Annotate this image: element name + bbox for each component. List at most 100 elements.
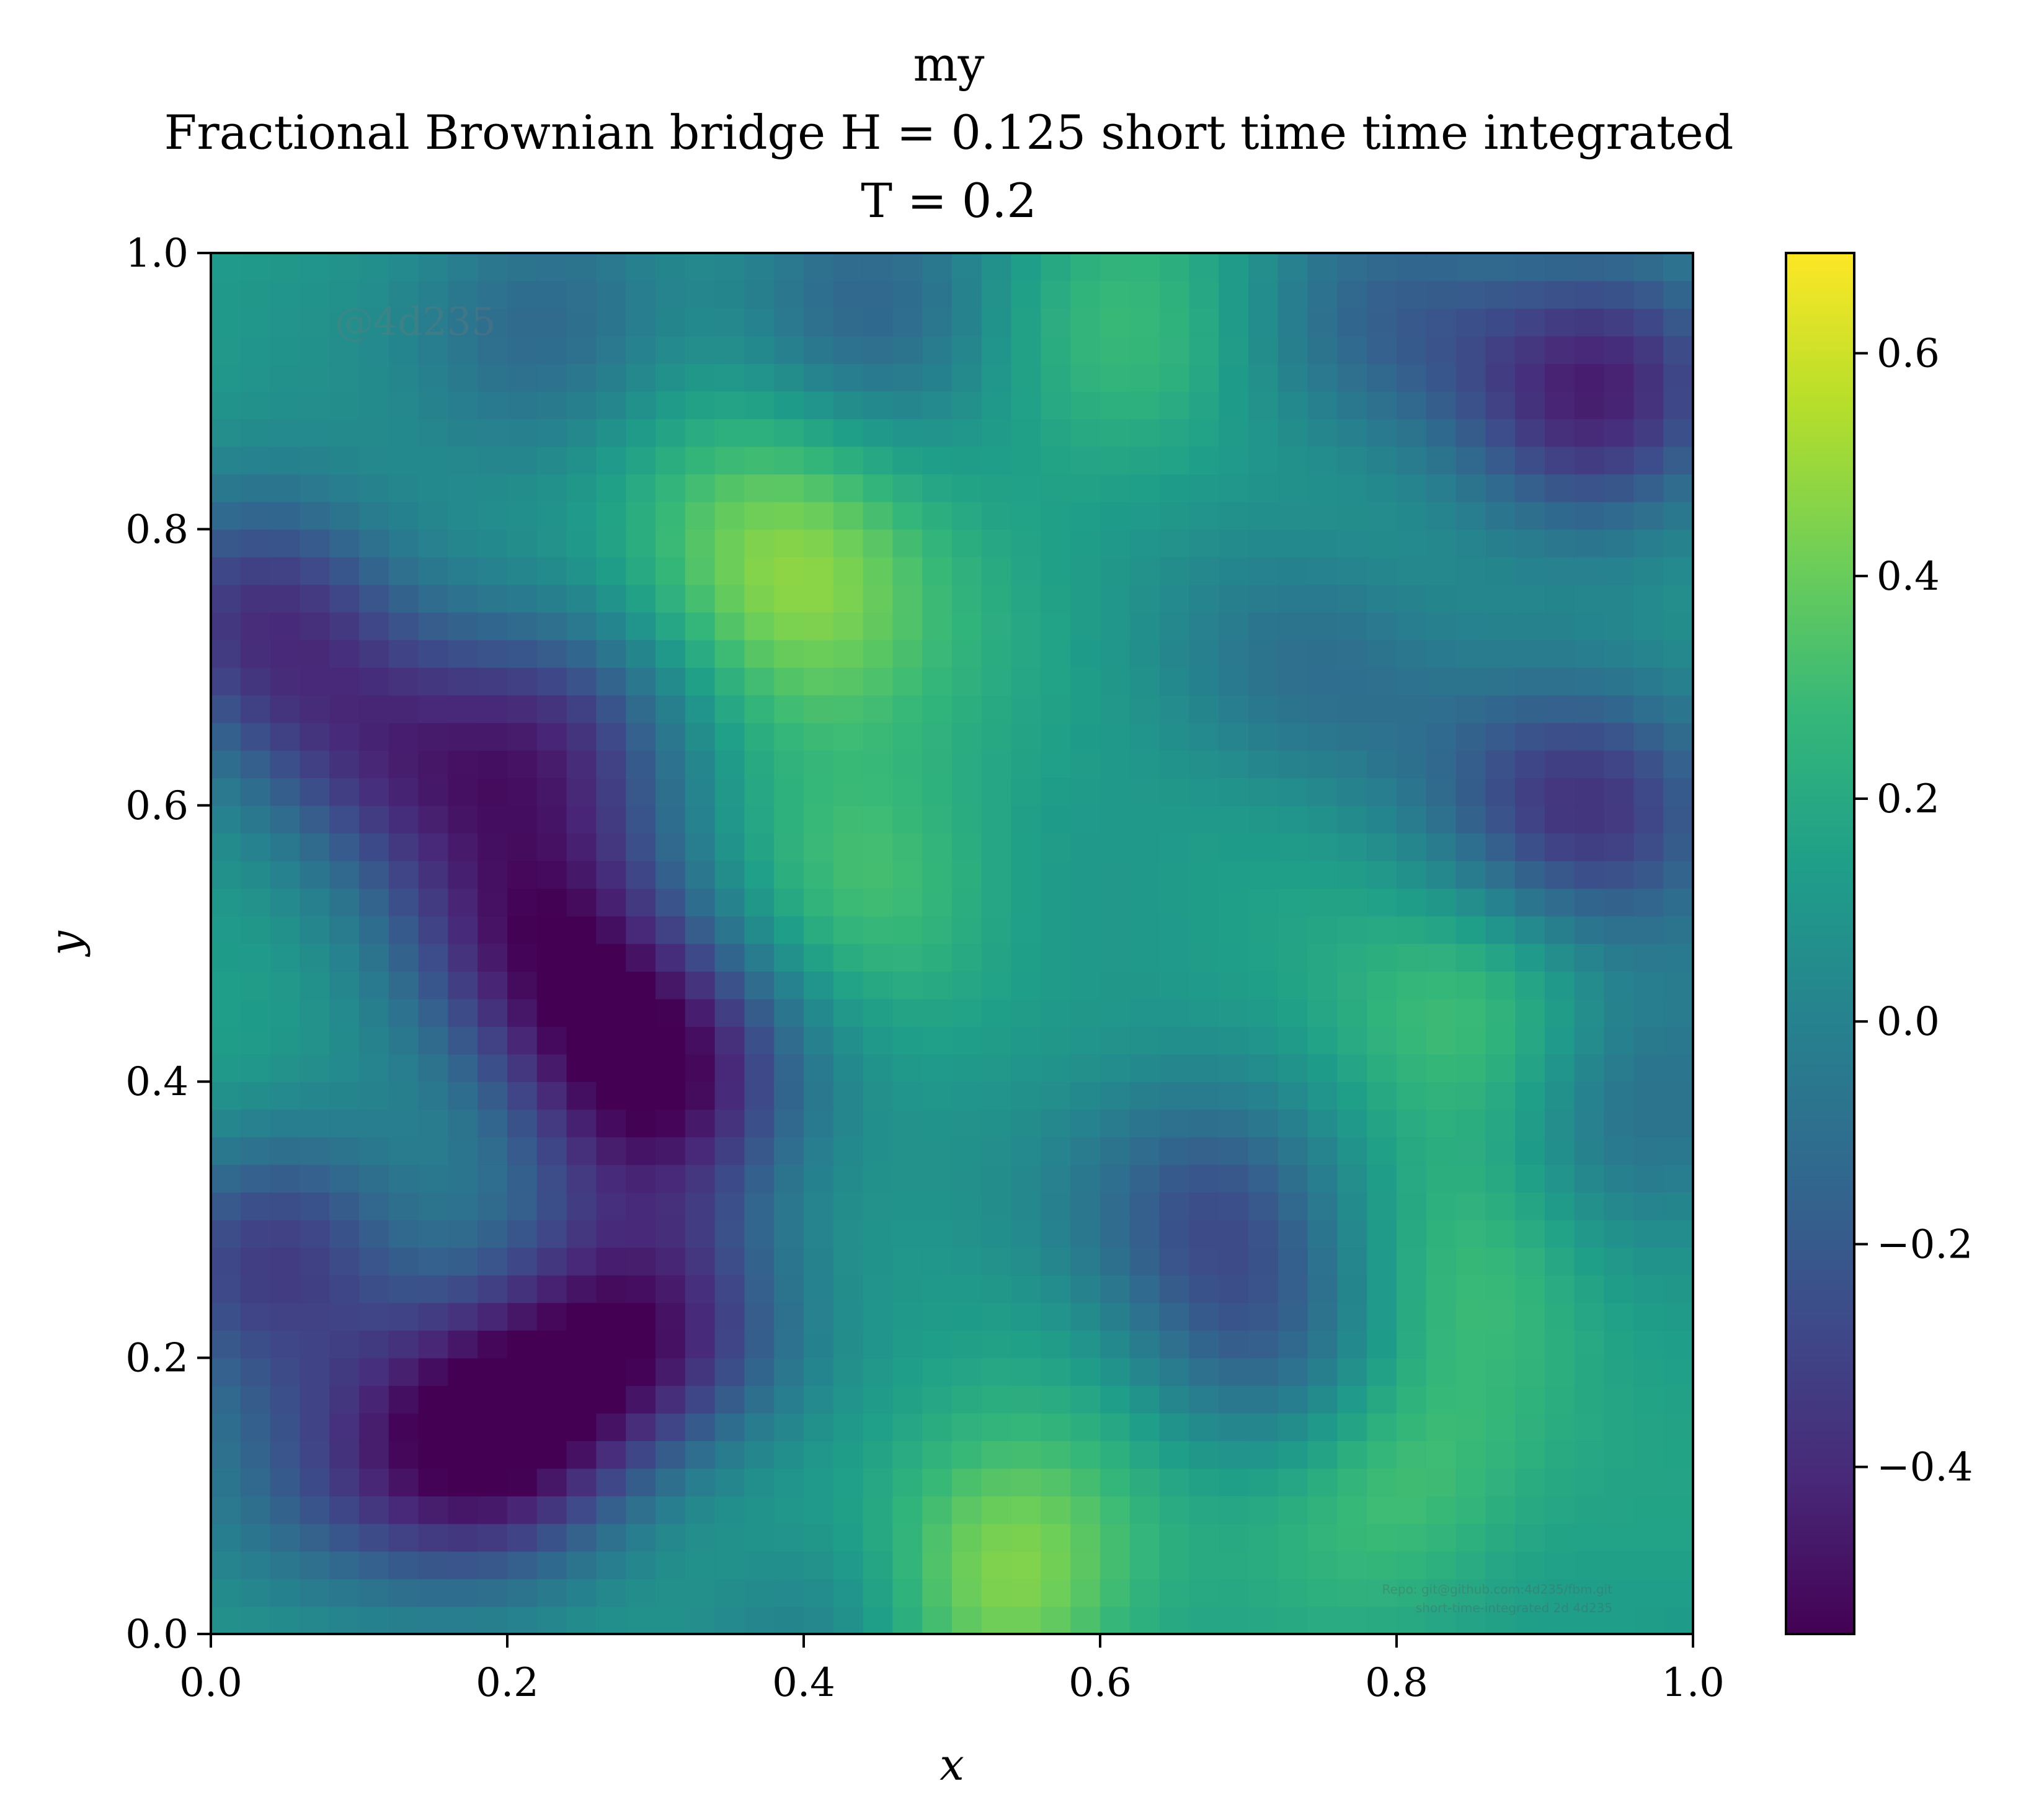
heatmap-cell bbox=[566, 1440, 597, 1469]
heatmap-cell bbox=[300, 998, 330, 1027]
heatmap-cell bbox=[211, 501, 241, 530]
heatmap-cell bbox=[329, 363, 360, 392]
heatmap-cell bbox=[1307, 695, 1338, 723]
heatmap-cell bbox=[655, 943, 686, 972]
heatmap-cell bbox=[1337, 833, 1367, 861]
heatmap-cell bbox=[922, 474, 953, 502]
heatmap-cell bbox=[1604, 1026, 1635, 1055]
heatmap-cell bbox=[744, 1081, 775, 1110]
heatmap-cell bbox=[1159, 971, 1190, 1000]
heatmap-cell bbox=[833, 722, 864, 751]
heatmap-cell bbox=[211, 1357, 241, 1386]
heatmap-cell bbox=[1574, 971, 1605, 1000]
heatmap-cell bbox=[1574, 335, 1605, 364]
heatmap-cell bbox=[833, 280, 864, 309]
heatmap-cell bbox=[1574, 612, 1605, 641]
heatmap-cell bbox=[1189, 612, 1219, 641]
heatmap-cell bbox=[1159, 1137, 1190, 1165]
heatmap-cell bbox=[952, 474, 982, 502]
heatmap-cell bbox=[1011, 1247, 1042, 1276]
heatmap-cell bbox=[448, 1137, 478, 1165]
heatmap-cell bbox=[1070, 639, 1101, 668]
heatmap-cell bbox=[1515, 971, 1545, 1000]
heatmap-cell bbox=[714, 1302, 745, 1331]
heatmap-cell bbox=[863, 805, 894, 834]
x-axis-ticks: 0.0 0.2 0.4 0.6 0.8 1.0 bbox=[179, 1634, 1725, 1706]
heatmap-cell bbox=[1663, 1357, 1694, 1386]
heatmap-cell bbox=[1189, 915, 1219, 944]
heatmap-cell bbox=[1367, 1219, 1397, 1248]
heatmap-cell bbox=[1159, 860, 1190, 889]
heatmap-cell bbox=[1426, 529, 1457, 557]
heatmap-cell bbox=[863, 971, 894, 1000]
heatmap-cell bbox=[478, 1551, 508, 1579]
heatmap-cell bbox=[1633, 529, 1664, 557]
heatmap-cell bbox=[211, 474, 241, 502]
heatmap-cell bbox=[536, 280, 567, 309]
heatmap-cell bbox=[1545, 280, 1575, 309]
heatmap-cell bbox=[1455, 1523, 1486, 1552]
heatmap-cell bbox=[1100, 915, 1131, 944]
heatmap-cell bbox=[1515, 1247, 1545, 1276]
heatmap-cell bbox=[1633, 1357, 1664, 1386]
heatmap-cell bbox=[685, 280, 716, 309]
heatmap-cell bbox=[478, 943, 508, 972]
heatmap-cell bbox=[448, 1468, 478, 1497]
heatmap-cell bbox=[448, 1081, 478, 1110]
heatmap-cell bbox=[596, 1192, 626, 1220]
heatmap-cell bbox=[1219, 1247, 1249, 1276]
heatmap-cell bbox=[359, 529, 389, 557]
heatmap-cell bbox=[1663, 1551, 1694, 1579]
heatmap-cell bbox=[1604, 860, 1635, 889]
heatmap-cell bbox=[981, 998, 1012, 1027]
heatmap-cell bbox=[1633, 1523, 1664, 1552]
heatmap-cell bbox=[714, 722, 745, 751]
heatmap-cell bbox=[478, 1137, 508, 1165]
heatmap-cell bbox=[981, 1551, 1012, 1579]
heatmap-cell bbox=[1455, 750, 1486, 779]
heatmap-cell bbox=[863, 1578, 894, 1607]
heatmap-cell bbox=[1337, 1164, 1367, 1193]
heatmap-cell bbox=[1337, 1054, 1367, 1082]
heatmap-cell bbox=[1219, 722, 1249, 751]
heatmap-cell bbox=[448, 1219, 478, 1248]
heatmap-cell bbox=[211, 253, 241, 282]
heatmap-cell bbox=[1100, 1385, 1131, 1414]
heatmap-cell bbox=[685, 1496, 716, 1524]
heatmap-cell bbox=[507, 1054, 538, 1082]
heatmap-cell bbox=[1277, 1385, 1308, 1414]
heatmap-cell bbox=[626, 1109, 656, 1138]
x-tick-label: 0.0 bbox=[179, 1660, 242, 1706]
heatmap-cell bbox=[833, 253, 864, 282]
heatmap-cell bbox=[1455, 1496, 1486, 1524]
heatmap-cell bbox=[566, 501, 597, 530]
heatmap-cell bbox=[1515, 1578, 1545, 1607]
heatmap-cell bbox=[1189, 253, 1219, 282]
heatmap-cell bbox=[478, 971, 508, 1000]
heatmap-cell bbox=[1070, 1551, 1101, 1579]
heatmap-cell bbox=[1545, 750, 1575, 779]
heatmap-cell bbox=[744, 971, 775, 1000]
heatmap-cell bbox=[240, 1026, 271, 1055]
heatmap-cell bbox=[448, 1192, 478, 1220]
heatmap-cell bbox=[804, 529, 834, 557]
heatmap-cell bbox=[536, 971, 567, 1000]
heatmap-cell bbox=[1367, 778, 1397, 806]
heatmap-cell bbox=[1455, 584, 1486, 613]
heatmap-cell bbox=[1070, 1330, 1101, 1359]
heatmap-cell bbox=[952, 1385, 982, 1414]
heatmap-cell bbox=[596, 1164, 626, 1193]
heatmap-cell bbox=[448, 778, 478, 806]
heatmap-cell bbox=[774, 280, 804, 309]
heatmap-cell bbox=[536, 1302, 567, 1331]
heatmap-cell bbox=[596, 280, 626, 309]
heatmap-cell bbox=[1189, 556, 1219, 585]
heatmap-cell bbox=[774, 1496, 804, 1524]
heatmap-cell bbox=[1070, 778, 1101, 806]
heatmap-cell bbox=[804, 805, 834, 834]
heatmap-cell bbox=[714, 1192, 745, 1220]
heatmap-cell bbox=[1515, 501, 1545, 530]
heatmap-cell bbox=[1307, 1551, 1338, 1579]
heatmap-cell bbox=[922, 1523, 953, 1552]
heatmap-cell bbox=[952, 612, 982, 641]
